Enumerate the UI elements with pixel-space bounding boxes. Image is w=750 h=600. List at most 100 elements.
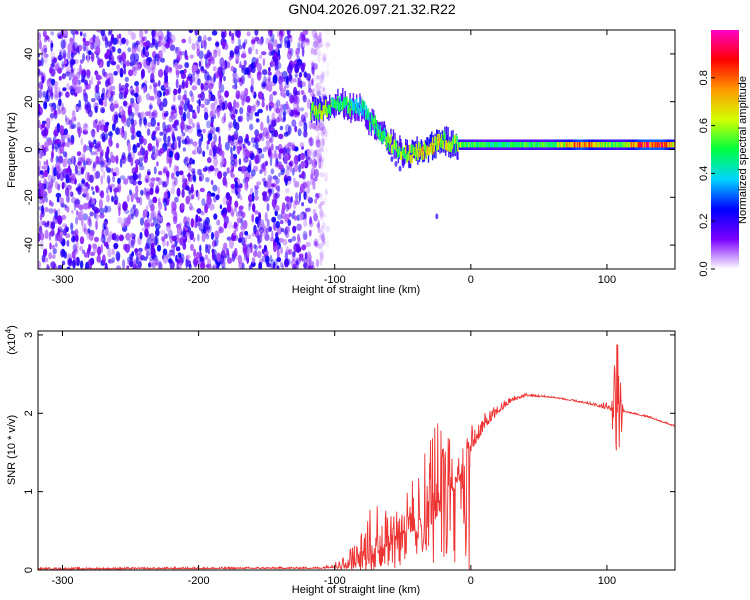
signal-core [480, 142, 482, 148]
spectrogram-x-ticks: -300 -200 -100 0 100 [51, 30, 616, 286]
colorbar-tick-label: 0.2 [698, 214, 710, 229]
noise-speckle [296, 54, 300, 65]
noise-speckle [200, 210, 204, 215]
signal-glow [400, 138, 402, 156]
noise-speckle [301, 171, 306, 178]
signal-core [367, 108, 369, 117]
noise-speckle [286, 30, 291, 36]
noise-speckle [326, 61, 330, 68]
noise-speckle [264, 211, 268, 222]
noise-speckle [309, 216, 312, 225]
signal-core [352, 106, 355, 115]
signal-core [364, 101, 366, 111]
noise-speckle [210, 179, 214, 186]
signal-glow [373, 109, 375, 127]
noise-speckle [38, 103, 41, 108]
noise-speckle [84, 100, 90, 109]
signal-core [632, 142, 635, 148]
signal-glow [349, 93, 351, 110]
noise-speckle [312, 40, 318, 49]
noise-speckle [221, 150, 225, 159]
noise-speckle [313, 48, 318, 56]
noise-speckle [183, 94, 187, 100]
noise-speckle [155, 184, 159, 194]
signal-core [633, 142, 635, 148]
noise-speckle [42, 91, 47, 98]
noise-speckle [50, 91, 54, 100]
noise-speckle [290, 196, 293, 203]
noise-speckle [99, 213, 105, 219]
signal-glow [367, 112, 369, 130]
noise-speckle [178, 84, 182, 92]
noise-speckle [214, 108, 218, 114]
signal-core [312, 102, 315, 111]
noise-speckle [202, 258, 205, 267]
signal-core [603, 142, 605, 148]
noise-speckle [160, 57, 166, 63]
noise-speckle [254, 216, 260, 225]
noise-speckle [38, 226, 43, 234]
noise-speckle [246, 31, 251, 37]
noise-speckle [156, 161, 159, 167]
signal-glow [345, 100, 347, 117]
noise-speckle [59, 125, 65, 135]
noise-speckle [158, 80, 161, 87]
noise-speckle [44, 229, 49, 240]
noise-speckle [68, 76, 72, 81]
signal-glow [315, 97, 317, 114]
noise-speckle [205, 243, 208, 254]
noise-speckle [131, 66, 136, 72]
noise-speckle [137, 151, 142, 157]
noise-speckle [294, 66, 300, 74]
signal-core [397, 149, 399, 158]
noise-speckle [120, 221, 126, 228]
noise-speckle [39, 199, 43, 205]
noise-speckle [137, 247, 143, 253]
signal-glow [396, 140, 399, 158]
signal-core [443, 130, 445, 140]
signal-core [503, 142, 506, 148]
noise-speckle [121, 37, 126, 45]
noise-speckle [126, 117, 131, 128]
noise-speckle [270, 143, 274, 151]
noise-speckle [267, 75, 272, 82]
noise-speckle [187, 171, 191, 182]
noise-speckle [72, 243, 77, 253]
noise-speckle [173, 120, 179, 126]
noise-speckle [63, 228, 67, 236]
noise-speckle [54, 181, 59, 190]
noise-speckle [61, 214, 67, 220]
noise-speckle [223, 60, 226, 71]
noise-speckle [189, 54, 194, 59]
noise-speckle [49, 242, 52, 250]
noise-speckle [149, 187, 154, 196]
noise-speckle [169, 235, 174, 244]
noise-speckle [176, 223, 182, 229]
noise-speckle [95, 53, 99, 59]
noise-speckle [318, 164, 323, 169]
noise-speckle [227, 220, 233, 230]
signal-core [523, 142, 525, 148]
signal-core [649, 142, 651, 148]
signal-core [319, 103, 321, 112]
noise-speckle [109, 183, 116, 188]
noise-speckle [230, 153, 235, 163]
noise-speckle [300, 40, 304, 50]
signal-core [507, 142, 509, 148]
noise-speckle [229, 50, 234, 58]
noise-speckle [239, 195, 243, 201]
noise-speckle [88, 79, 92, 85]
noise-speckle [181, 38, 187, 44]
noise-speckle [251, 43, 255, 51]
noise-speckle [229, 111, 234, 118]
noise-speckle [232, 84, 238, 90]
noise-speckle [50, 201, 54, 207]
noise-speckle [239, 107, 244, 115]
signal-core [318, 105, 320, 114]
noise-speckle [76, 151, 82, 157]
noise-speckle [256, 181, 262, 186]
signal-glow [374, 122, 377, 139]
noise-speckle [204, 227, 209, 237]
signal-core [582, 142, 584, 148]
noise-speckle [53, 166, 57, 177]
